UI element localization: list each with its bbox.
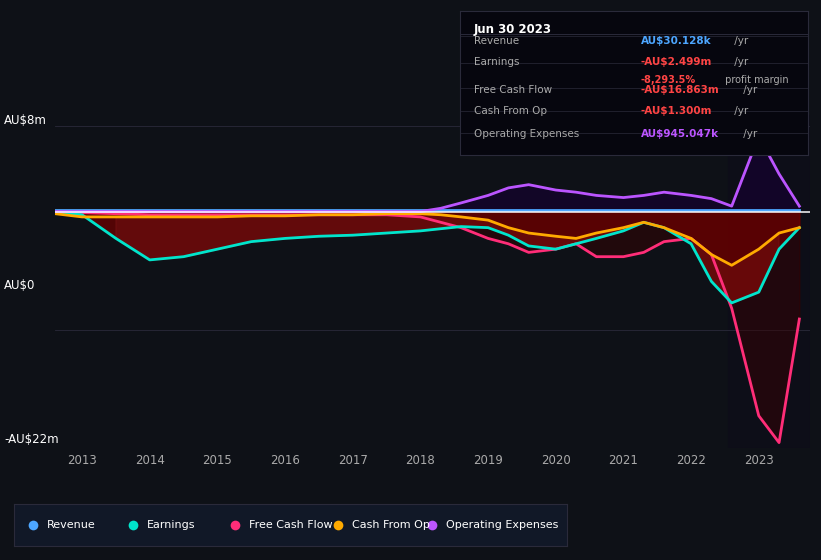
Text: Operating Expenses: Operating Expenses	[446, 520, 558, 530]
Text: /yr: /yr	[741, 129, 758, 139]
Text: profit margin: profit margin	[722, 74, 789, 85]
Text: Revenue: Revenue	[474, 36, 519, 46]
Bar	[728, 115, 810, 448]
Text: AU$0: AU$0	[4, 279, 35, 292]
Text: Cash From Op: Cash From Op	[474, 106, 547, 116]
Text: -AU$1.300m: -AU$1.300m	[640, 106, 713, 116]
Text: AU$8m: AU$8m	[4, 114, 47, 127]
Text: Free Cash Flow: Free Cash Flow	[474, 85, 552, 95]
Text: Earnings: Earnings	[147, 520, 195, 530]
Text: Operating Expenses: Operating Expenses	[474, 129, 579, 139]
Text: /yr: /yr	[732, 57, 749, 67]
Text: /yr: /yr	[732, 106, 749, 116]
Text: AU$945.047k: AU$945.047k	[640, 129, 719, 139]
Text: /yr: /yr	[741, 85, 758, 95]
Text: AU$30.128k: AU$30.128k	[640, 36, 712, 46]
Text: Cash From Op: Cash From Op	[351, 520, 429, 530]
Text: -8,293.5%: -8,293.5%	[640, 74, 696, 85]
Text: -AU$16.863m: -AU$16.863m	[640, 85, 719, 95]
Text: /yr: /yr	[732, 36, 749, 46]
Text: Free Cash Flow: Free Cash Flow	[249, 520, 333, 530]
Text: -AU$2.499m: -AU$2.499m	[640, 57, 712, 67]
Text: Earnings: Earnings	[474, 57, 519, 67]
Text: Jun 30 2023: Jun 30 2023	[474, 23, 552, 36]
Text: Revenue: Revenue	[47, 520, 96, 530]
Text: -AU$22m: -AU$22m	[4, 433, 59, 446]
